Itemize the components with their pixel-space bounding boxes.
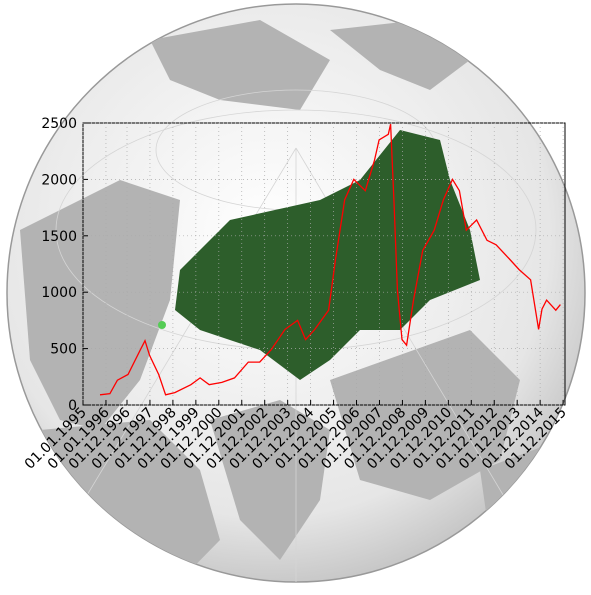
y-tick-label: 2500 bbox=[41, 116, 77, 132]
y-tick-label: 0 bbox=[68, 398, 77, 414]
y-tick-label: 2000 bbox=[41, 172, 77, 188]
globe-background bbox=[6, 3, 586, 583]
y-tick-label: 500 bbox=[50, 342, 77, 358]
y-tick-label: 1000 bbox=[41, 285, 77, 301]
y-tick-label: 1500 bbox=[41, 229, 77, 245]
price-line bbox=[99, 123, 561, 396]
